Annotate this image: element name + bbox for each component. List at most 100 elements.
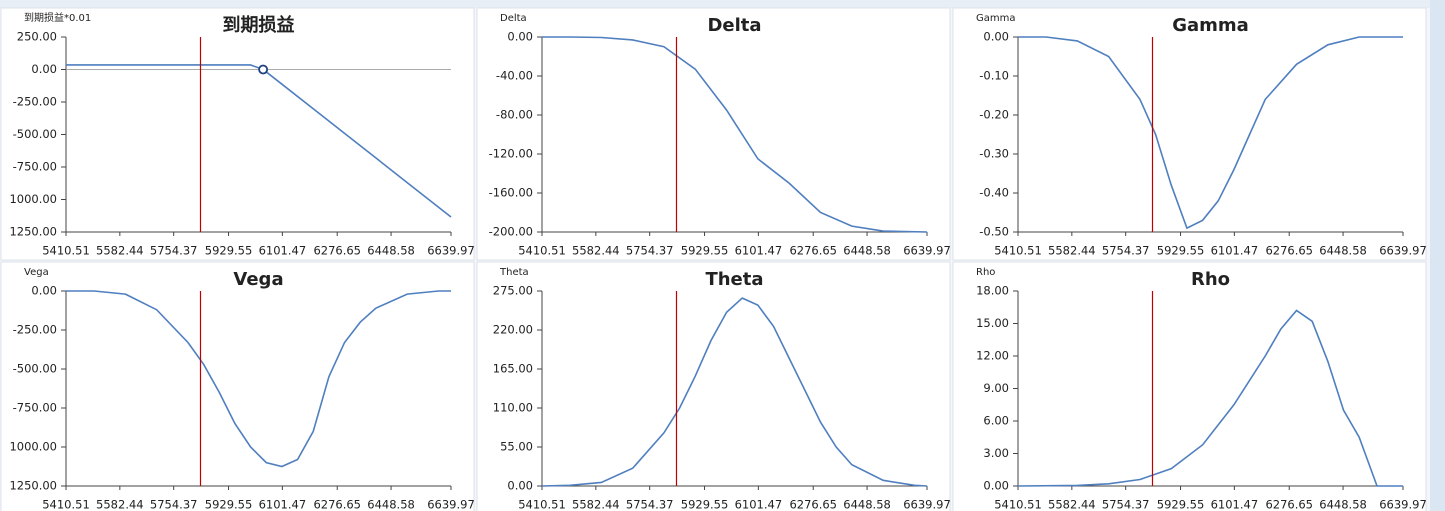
y-tick-label: 250.00 <box>17 30 57 44</box>
panel-background <box>0 7 475 261</box>
chart-title: Theta <box>705 269 763 290</box>
x-tick-label: 5582.44 <box>1048 498 1096 511</box>
chart-title: Delta <box>707 15 761 36</box>
x-tick-label: 6276.65 <box>1265 498 1313 511</box>
y-tick-label: -40.00 <box>496 69 533 83</box>
y-tick-label: 18.00 <box>976 284 1009 298</box>
y-tick-label: -0.20 <box>979 108 1009 122</box>
x-tick-label: 5582.44 <box>572 498 620 511</box>
x-tick-label: 6448.58 <box>367 244 415 258</box>
x-tick-label: 5929.55 <box>205 498 253 511</box>
y-tick-label: 0.00 <box>507 479 533 493</box>
x-tick-label: 6101.47 <box>1211 244 1259 258</box>
x-tick-label: 5929.55 <box>681 244 729 258</box>
x-tick-label: 6448.58 <box>367 498 415 511</box>
x-tick-label: 5754.37 <box>1102 244 1150 258</box>
y-tick-label: 1000.00 <box>9 440 57 454</box>
chart-panel: Vega Vega 0.00 -250.00 -500.00 -750.00 1000.00… <box>0 261 475 511</box>
x-tick-label: 5754.37 <box>1102 498 1150 511</box>
x-tick-label: 5754.37 <box>626 244 674 258</box>
x-tick-label: 6101.47 <box>735 244 783 258</box>
highlight-point <box>258 64 269 75</box>
x-tick-label: 5754.37 <box>626 498 674 511</box>
chart-panel: Theta Theta 275.00 220.00 165.00 110.00 55.00 0… <box>476 261 951 511</box>
chart-title: 到期损益 <box>223 14 295 36</box>
x-tick-label: 6276.65 <box>313 244 361 258</box>
y-tick-label: 1000.00 <box>9 192 57 206</box>
x-tick-label: 5582.44 <box>96 244 144 258</box>
series-line <box>542 36 928 233</box>
x-tick-label: 6101.47 <box>735 498 783 511</box>
x-tick-label: 6101.47 <box>1211 498 1259 511</box>
y-tick-label: 275.00 <box>493 284 533 298</box>
y-tick-label: 0.00 <box>983 30 1009 44</box>
chart-panel: Gamma Gamma 0.00 -0.10 -0.20 -0.30 -0.40 -0.50 5… <box>952 7 1427 261</box>
y-tick-label: 0.00 <box>31 62 57 76</box>
panel-background <box>952 7 1427 261</box>
x-tick-label: 5582.44 <box>96 498 144 511</box>
y-tick-label: 55.00 <box>500 440 533 454</box>
y-tick-label: -0.10 <box>979 69 1009 83</box>
x-tick-label: 6448.58 <box>843 244 891 258</box>
series-line <box>1018 36 1403 230</box>
y-tick-label: -250.00 <box>13 323 57 337</box>
x-tick-label: 5754.37 <box>150 244 198 258</box>
series-line <box>1017 309 1403 487</box>
x-tick-label: 6639.97 <box>903 244 951 258</box>
y-tick-label: 220.00 <box>493 323 533 337</box>
x-tick-label: 6276.65 <box>313 498 361 511</box>
y-tick-label: -750.00 <box>13 160 57 174</box>
chart-title: Vega <box>233 269 283 290</box>
scrollbar <box>1430 0 1445 511</box>
x-tick-label: 5929.55 <box>681 498 729 511</box>
y-tick-label: -500.00 <box>13 127 57 141</box>
y-tick-label: 0.00 <box>31 284 57 298</box>
y-tick-label: -0.30 <box>979 147 1009 161</box>
x-tick-label: 6639.97 <box>427 244 475 258</box>
x-tick-label: 6448.58 <box>1319 244 1367 258</box>
y-tick-label: -0.50 <box>979 225 1009 239</box>
y-tick-label: -160.00 <box>489 186 533 200</box>
x-tick-label: 6448.58 <box>843 498 891 511</box>
y-tick-label: 3.00 <box>983 446 1009 460</box>
y-axis-label: 到期损益*0.01 <box>24 11 91 24</box>
y-tick-label: 9.00 <box>983 381 1009 395</box>
top-strip <box>0 0 1445 8</box>
panel-background <box>0 261 475 511</box>
panel-background <box>952 261 1427 511</box>
x-tick-label: 6101.47 <box>259 244 307 258</box>
y-tick-label: 15.00 <box>976 316 1009 330</box>
y-axis-label: Delta <box>500 13 527 24</box>
x-tick-label: 6276.65 <box>789 244 837 258</box>
x-tick-label: 5929.55 <box>1157 244 1205 258</box>
y-tick-label: -500.00 <box>13 362 57 376</box>
series-line <box>66 64 452 218</box>
chart-panel: 到期损益*0.01 到期损益 250.00 0.00 -250.00 -500.00 -75… <box>0 7 475 261</box>
x-tick-label: 5410.51 <box>994 498 1042 511</box>
y-tick-label: 165.00 <box>493 362 533 376</box>
x-tick-label: 6639.97 <box>1379 498 1427 511</box>
y-tick-label: -750.00 <box>13 401 57 415</box>
y-axis-label: Vega <box>24 267 49 278</box>
panel-background <box>476 7 951 261</box>
series-line <box>66 290 451 468</box>
y-axis-label: Theta <box>499 267 529 278</box>
y-tick-label: 110.00 <box>493 401 533 415</box>
x-tick-label: 6639.97 <box>1379 244 1427 258</box>
y-tick-label: 1250.00 <box>9 225 57 239</box>
x-tick-label: 6276.65 <box>1265 244 1313 258</box>
chart-panel: Rho Rho 18.00 15.00 12.00 9.00 6.00 3.00 0.00 541… <box>952 261 1427 511</box>
y-tick-label: -120.00 <box>489 147 533 161</box>
y-axis-label: Rho <box>976 267 995 278</box>
y-tick-label: -250.00 <box>13 95 57 109</box>
x-tick-label: 6639.97 <box>427 498 475 511</box>
x-tick-label: 5410.51 <box>518 244 566 258</box>
series-line <box>541 297 928 487</box>
y-tick-label: 0.00 <box>507 30 533 44</box>
y-tick-label: -0.40 <box>979 186 1009 200</box>
x-tick-label: 5582.44 <box>1048 244 1096 258</box>
x-tick-label: 5410.51 <box>994 244 1042 258</box>
chart-title: Rho <box>1191 269 1230 290</box>
